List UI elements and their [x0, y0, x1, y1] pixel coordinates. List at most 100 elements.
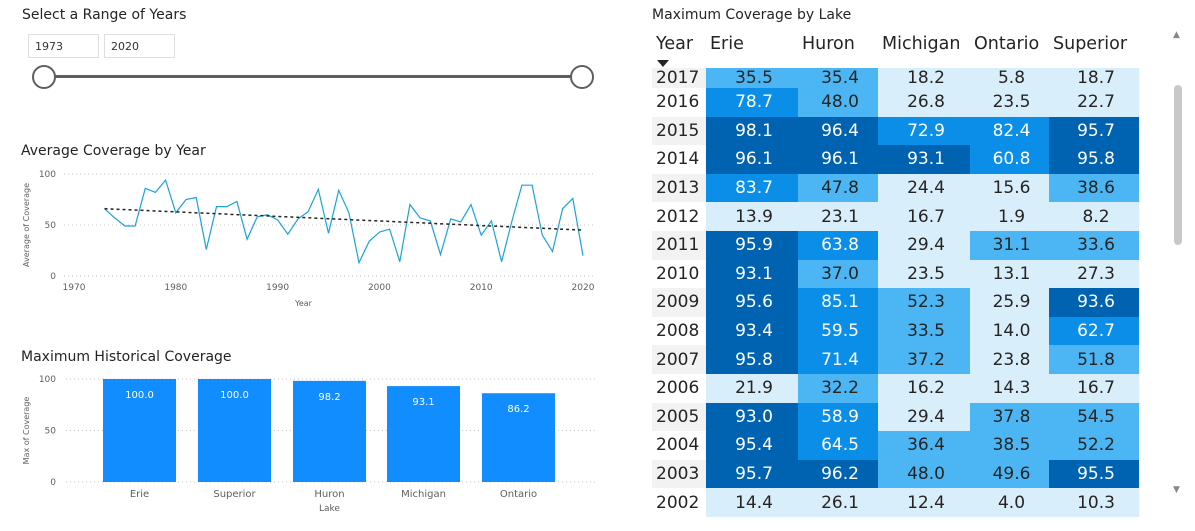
line-data-point[interactable] [418, 215, 423, 220]
line-data-point[interactable] [509, 219, 514, 224]
cell-erie[interactable]: 93.4 [706, 316, 798, 346]
cell-ontario[interactable]: 14.3 [970, 373, 1049, 403]
cell-superior[interactable]: 93.6 [1049, 288, 1139, 317]
line-data-point[interactable] [173, 210, 178, 215]
cell-huron[interactable]: 32.2 [798, 373, 878, 403]
cell-michigan[interactable]: 36.4 [878, 431, 970, 460]
line-data-point[interactable] [163, 178, 168, 183]
cell-ontario[interactable]: 23.8 [970, 345, 1049, 374]
line-data-point[interactable] [560, 206, 565, 211]
cell-superior[interactable]: 38.6 [1049, 173, 1139, 203]
cell-michigan[interactable]: 16.7 [878, 202, 970, 231]
line-data-point[interactable] [204, 247, 209, 252]
cell-erie[interactable]: 14.4 [706, 488, 798, 517]
cell-huron[interactable]: 85.1 [798, 288, 878, 317]
cell-michigan[interactable]: 18.2 [878, 68, 970, 88]
cell-erie[interactable]: 78.7 [706, 88, 798, 117]
slider-start-handle[interactable] [32, 65, 56, 89]
cell-ontario[interactable]: 25.9 [970, 288, 1049, 317]
cell-superior[interactable]: 95.7 [1049, 116, 1139, 146]
cell-erie[interactable]: 93.1 [706, 259, 798, 289]
slider-end-handle[interactable] [570, 65, 594, 89]
cell-superior[interactable]: 8.2 [1049, 202, 1139, 231]
line-data-point[interactable] [489, 218, 494, 223]
cell-superior[interactable]: 10.3 [1049, 488, 1139, 517]
column-header-year[interactable]: Year [652, 30, 706, 68]
scroll-thumb[interactable] [1174, 85, 1182, 245]
cell-superior[interactable]: 52.2 [1049, 431, 1139, 460]
cell-ontario[interactable]: 5.8 [970, 68, 1049, 88]
cell-huron[interactable]: 59.5 [798, 316, 878, 346]
line-data-point[interactable] [112, 215, 117, 220]
line-data-point[interactable] [183, 197, 188, 202]
cell-michigan[interactable]: 48.0 [878, 459, 970, 489]
line-data-point[interactable] [479, 233, 484, 238]
column-header-erie[interactable]: Erie [706, 30, 798, 68]
cell-huron[interactable]: 23.1 [798, 202, 878, 231]
cell-erie[interactable]: 95.6 [706, 288, 798, 317]
cell-superior[interactable]: 95.8 [1049, 145, 1139, 174]
cell-huron[interactable]: 63.8 [798, 230, 878, 260]
line-data-point[interactable] [357, 260, 362, 265]
cell-huron[interactable]: 96.1 [798, 145, 878, 174]
scroll-up-icon[interactable]: ▲ [1173, 30, 1180, 40]
bar-huron[interactable] [293, 380, 366, 482]
cell-huron[interactable]: 64.5 [798, 431, 878, 460]
cell-superior[interactable]: 62.7 [1049, 316, 1139, 346]
cell-michigan[interactable]: 93.1 [878, 145, 970, 174]
line-data-point[interactable] [153, 190, 158, 195]
line-data-point[interactable] [234, 199, 239, 204]
cell-superior[interactable]: 18.7 [1049, 68, 1139, 88]
line-data-point[interactable] [346, 210, 351, 215]
cell-huron[interactable]: 37.0 [798, 259, 878, 289]
cell-ontario[interactable]: 49.6 [970, 459, 1049, 489]
cell-superior[interactable]: 27.3 [1049, 259, 1139, 289]
line-data-point[interactable] [214, 204, 219, 209]
cell-ontario[interactable]: 23.5 [970, 88, 1049, 117]
cell-ontario[interactable]: 31.1 [970, 230, 1049, 260]
line-data-point[interactable] [367, 239, 372, 244]
cell-huron[interactable]: 35.4 [798, 68, 878, 88]
bar-superior[interactable] [198, 379, 271, 482]
line-data-point[interactable] [469, 202, 474, 207]
cell-huron[interactable]: 48.0 [798, 88, 878, 117]
cell-michigan[interactable]: 52.3 [878, 288, 970, 317]
line-data-point[interactable] [336, 188, 341, 193]
line-data-point[interactable] [224, 204, 229, 209]
scroll-down-icon[interactable]: ▼ [1173, 485, 1180, 495]
cell-erie[interactable]: 83.7 [706, 173, 798, 203]
cell-superior[interactable]: 33.6 [1049, 230, 1139, 260]
line-data-point[interactable] [143, 186, 148, 191]
column-header-huron[interactable]: Huron [798, 30, 878, 68]
cell-michigan[interactable]: 12.4 [878, 488, 970, 517]
column-header-michigan[interactable]: Michigan [878, 30, 970, 68]
cell-erie[interactable]: 13.9 [706, 202, 798, 231]
cell-ontario[interactable]: 15.6 [970, 173, 1049, 203]
line-data-point[interactable] [570, 196, 575, 201]
cell-ontario[interactable]: 38.5 [970, 431, 1049, 460]
bar-erie[interactable] [103, 379, 176, 482]
line-data-point[interactable] [530, 183, 535, 188]
cell-erie[interactable]: 95.7 [706, 459, 798, 489]
cell-ontario[interactable]: 60.8 [970, 145, 1049, 174]
cell-huron[interactable]: 71.4 [798, 345, 878, 374]
bar-ontario[interactable] [482, 393, 555, 482]
line-data-point[interactable] [377, 230, 382, 235]
line-data-point[interactable] [194, 195, 199, 200]
bar-michigan[interactable] [387, 386, 460, 482]
cell-michigan[interactable]: 72.9 [878, 116, 970, 146]
line-data-point[interactable] [245, 237, 250, 242]
line-data-point[interactable] [448, 216, 453, 221]
cell-michigan[interactable]: 16.2 [878, 373, 970, 403]
cell-superior[interactable]: 16.7 [1049, 373, 1139, 403]
line-data-point[interactable] [458, 219, 463, 224]
cell-erie[interactable]: 95.4 [706, 431, 798, 460]
cell-erie[interactable]: 35.5 [706, 68, 798, 88]
line-data-point[interactable] [133, 224, 138, 229]
cell-erie[interactable]: 95.8 [706, 345, 798, 374]
line-data-point[interactable] [397, 259, 402, 264]
column-header-superior[interactable]: Superior [1049, 30, 1139, 68]
cell-michigan[interactable]: 29.4 [878, 402, 970, 432]
column-header-ontario[interactable]: Ontario [970, 30, 1049, 68]
cell-ontario[interactable]: 4.0 [970, 488, 1049, 517]
